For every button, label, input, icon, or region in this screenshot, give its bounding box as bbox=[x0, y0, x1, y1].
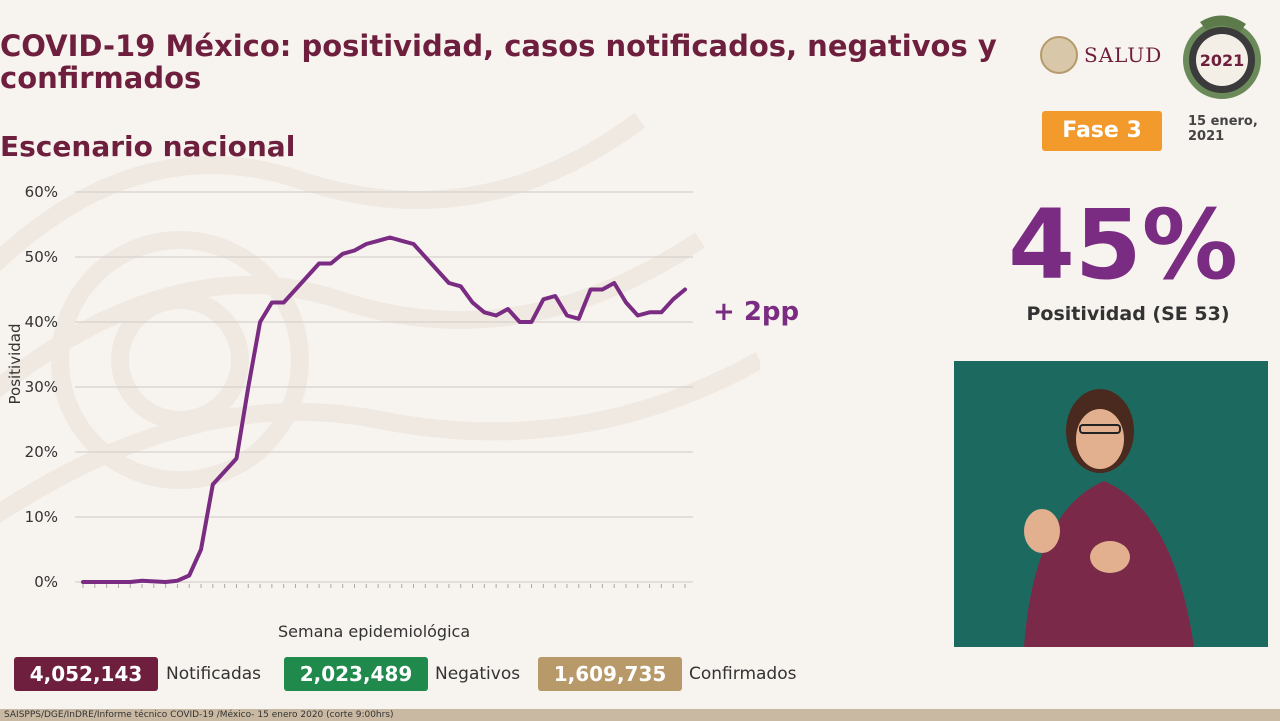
mexico-2021-emblem: 2021 bbox=[1183, 15, 1261, 99]
y-tick-label: 40% bbox=[25, 313, 58, 331]
footer-source-text: SAISPPS/DGE/InDRE/Informe técnico COVID-… bbox=[4, 710, 394, 720]
y-tick-label: 50% bbox=[25, 248, 58, 266]
emblem-year: 2021 bbox=[1200, 51, 1245, 70]
positivity-label: Positividad (SE 53) bbox=[1026, 303, 1230, 325]
negativos-label: Negativos bbox=[435, 664, 521, 684]
notificadas-badge: 4,052,143 bbox=[14, 657, 158, 691]
positivity-value: 45% bbox=[1008, 189, 1238, 301]
x-axis-label: Semana epidemiológica bbox=[278, 622, 471, 641]
y-tick-label: 20% bbox=[25, 443, 58, 461]
salud-logo: SALUD bbox=[1040, 36, 1162, 74]
notificadas-label: Notificadas bbox=[166, 664, 262, 684]
chart-annotation: + 2pp bbox=[713, 297, 800, 327]
confirmados-value: 1,609,735 bbox=[553, 662, 667, 686]
y-tick-label: 0% bbox=[34, 573, 58, 591]
report-date: 15 enero, 2021 bbox=[1188, 114, 1268, 144]
negativos-value: 2,023,489 bbox=[299, 662, 413, 686]
salud-logo-text: SALUD bbox=[1084, 43, 1163, 67]
confirmados-label: Confirmados bbox=[689, 664, 797, 684]
footer-source: SAISPPS/DGE/InDRE/Informe técnico COVID-… bbox=[0, 709, 1280, 721]
page-subtitle: Escenario nacional bbox=[0, 130, 296, 163]
background-pattern bbox=[0, 112, 760, 524]
report-date-line2: 2021 bbox=[1188, 129, 1225, 144]
y-tick-label: 10% bbox=[25, 508, 58, 526]
phase-badge: Fase 3 bbox=[1042, 111, 1162, 151]
negativos-badge: 2,023,489 bbox=[284, 657, 428, 691]
confirmados-badge: 1,609,735 bbox=[538, 657, 682, 691]
interpreter-figure bbox=[1024, 389, 1194, 647]
y-axis-label: Positividad bbox=[6, 323, 24, 405]
report-date-line1: 15 enero, bbox=[1188, 114, 1258, 129]
y-tick-label: 30% bbox=[25, 378, 58, 396]
national-seal-icon bbox=[1040, 36, 1078, 74]
positivity-line-chart: 0% 10% 20% 30% 40% 50% 60% bbox=[25, 183, 693, 591]
sign-language-video bbox=[954, 361, 1268, 647]
page-title: COVID-19 México: positividad, casos noti… bbox=[0, 29, 997, 95]
y-tick-label: 60% bbox=[25, 183, 58, 201]
notificadas-value: 4,052,143 bbox=[29, 662, 143, 686]
series-line-0 bbox=[81, 235, 687, 584]
